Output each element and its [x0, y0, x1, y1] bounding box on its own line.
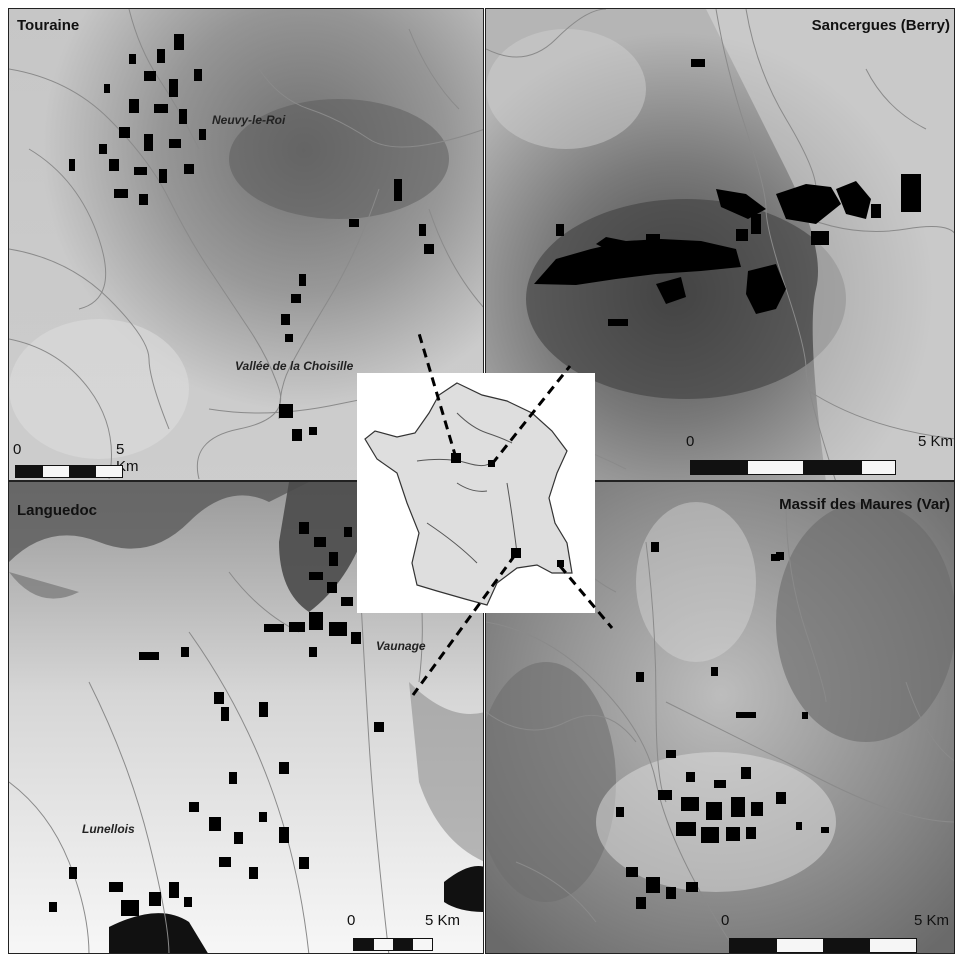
- panel-title-maures: Massif des Maures (Var): [779, 496, 950, 513]
- scale-bar-maures: 0 5 Km: [721, 912, 954, 953]
- inset-marker-maures: [557, 560, 564, 567]
- panel-title-touraine: Touraine: [17, 17, 80, 34]
- scale-bar-graphic: [353, 938, 433, 951]
- maures-vineyard-parcels: [616, 542, 829, 909]
- france-outline-map: [364, 382, 573, 606]
- place-label-vallee-de-la-choisille: Vallée de la Choisille: [235, 359, 354, 373]
- scale-end-label: 5 Km: [918, 433, 954, 450]
- scale-bar-graphic: [690, 460, 896, 475]
- inset-marker-languedoc: [511, 548, 521, 558]
- panel-title-sancergues: Sancergues (Berry): [811, 17, 950, 34]
- touraine-vineyard-parcels: [69, 34, 434, 441]
- scale-zero-label: 0: [347, 912, 356, 929]
- scale-bar-graphic: [15, 465, 123, 478]
- inset-marker-sancergues: [488, 460, 495, 467]
- languedoc-vineyard-parcels: [49, 522, 384, 916]
- scale-bar-graphic: [729, 938, 917, 953]
- map-panel-maures: Massif des Maures (Var) 0 5 Km: [485, 481, 955, 954]
- scale-end-label: 5 Km: [425, 912, 461, 929]
- panel-title-languedoc: Languedoc: [17, 502, 98, 519]
- scale-zero-label: 0: [13, 441, 22, 458]
- place-label-lunellois: Lunellois: [82, 822, 135, 836]
- scale-bar-languedoc: 0 5 Km: [347, 912, 482, 953]
- maures-terrain: [486, 482, 954, 953]
- scale-zero-label: 0: [686, 433, 695, 450]
- france-outline: [364, 382, 573, 606]
- sancergues-vineyard-parcels: [534, 59, 921, 326]
- scale-end-label: 5 Km: [914, 912, 950, 929]
- france-rivers: [416, 412, 518, 564]
- scale-zero-label: 0: [721, 912, 730, 929]
- place-label-vaunage: Vaunage: [376, 639, 426, 653]
- scale-bar-touraine: 0 5 Km: [13, 441, 143, 480]
- france-locator-inset: [357, 373, 595, 613]
- scale-bar-sancergues: 0 5 Km: [686, 433, 954, 480]
- inset-marker-touraine: [451, 453, 461, 463]
- place-label-neuvy-le-roi: Neuvy-le-Roi: [212, 113, 286, 127]
